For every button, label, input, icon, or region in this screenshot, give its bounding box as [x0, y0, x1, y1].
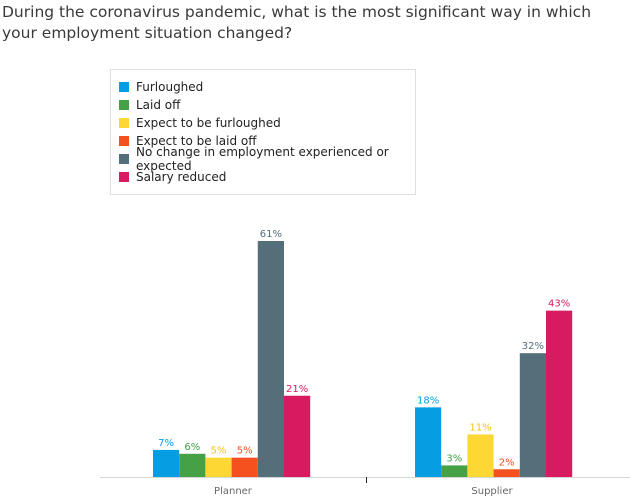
bar [179, 453, 206, 477]
legend-swatch [119, 172, 129, 182]
legend-swatch [119, 136, 129, 146]
data-label: 18% [417, 395, 439, 406]
data-label: 2% [499, 457, 515, 468]
legend-swatch [119, 154, 129, 164]
legend-label: Expect to be furloughed [136, 116, 281, 130]
data-label: 5% [237, 446, 253, 457]
chart-title: During the coronavirus pandemic, what is… [2, 3, 592, 42]
legend-item[interactable]: Salary reduced [111, 168, 415, 186]
bar [467, 434, 494, 477]
data-label: 5% [211, 446, 227, 457]
bar [493, 469, 520, 477]
legend-item[interactable]: Expect to be laid off [111, 132, 415, 150]
legend-label: Salary reduced [136, 170, 227, 184]
legend-item[interactable]: Expect to be furloughed [111, 114, 415, 132]
bar [153, 449, 180, 477]
legend-item[interactable]: No change in employment experienced or e… [111, 145, 415, 173]
data-label: 32% [522, 341, 544, 352]
data-label: 7% [158, 438, 174, 449]
bar [441, 465, 468, 477]
legend-label: No change in employment experienced or e… [136, 145, 389, 173]
bar [284, 395, 311, 477]
legend-swatch [119, 118, 129, 128]
x-tick-label: Planner [214, 486, 253, 497]
x-tick-label: Supplier [471, 486, 513, 497]
legend-label: Expect to be laid off [136, 134, 257, 148]
bar [415, 407, 442, 477]
legend-label: Laid off [136, 98, 181, 112]
bar [546, 310, 573, 477]
legend-swatch [119, 100, 129, 110]
legend-label: Furloughed [136, 80, 204, 94]
bar [205, 457, 232, 477]
legend-item[interactable]: Furloughed [111, 78, 415, 96]
legend-item[interactable]: Laid off [111, 96, 415, 114]
data-label: 3% [446, 453, 462, 464]
data-label: 6% [184, 442, 200, 453]
bar [519, 353, 546, 477]
data-label: 11% [469, 422, 491, 433]
data-label: 21% [286, 384, 308, 395]
bar [231, 457, 258, 477]
data-label: 61% [260, 229, 282, 240]
data-label: 43% [548, 299, 570, 310]
legend-swatch [119, 82, 129, 92]
bar [257, 241, 284, 477]
legend: Furloughed Laid off Expect to be furloughe… [110, 69, 416, 195]
